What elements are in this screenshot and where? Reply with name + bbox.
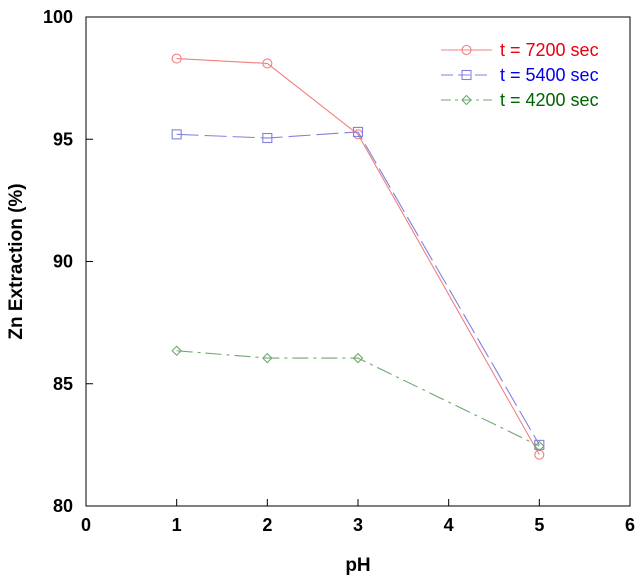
data-point-marker: [262, 132, 273, 144]
legend-label: t = 7200 sec: [500, 40, 599, 60]
data-point-marker: [171, 53, 182, 64]
y-tick-label: 90: [53, 252, 73, 272]
series-layer: [171, 53, 545, 460]
data-point-marker: [352, 352, 364, 364]
x-tick-label: 5: [534, 515, 544, 535]
series-1: [171, 53, 545, 460]
y-tick-label: 100: [43, 7, 73, 27]
x-tick-label: 2: [262, 515, 272, 535]
series-2: [171, 126, 545, 450]
data-point-marker: [262, 352, 273, 364]
x-axis-title: pH: [345, 555, 370, 576]
legend-marker: [461, 94, 472, 106]
x-axis: 0 1 2 3 4 5 6: [81, 499, 635, 535]
y-axis: 80 85 90 95 100: [43, 7, 93, 516]
y-tick-label: 80: [53, 496, 73, 516]
series-3: [171, 345, 545, 452]
data-point-marker: [534, 439, 545, 450]
series-line: [176, 58, 540, 455]
legend-label: t = 5400 sec: [500, 65, 599, 85]
legend-marker: [461, 69, 472, 81]
data-point-marker: [352, 126, 364, 137]
legend-label: t = 4200 sec: [500, 90, 599, 110]
series-line: [176, 350, 540, 447]
legend: t = 7200 sec t = 5400 sec t = 4200 sec: [441, 40, 599, 110]
series-line: [176, 131, 540, 446]
x-tick-label: 4: [444, 515, 454, 535]
data-point-marker: [171, 129, 182, 140]
y-tick-label: 85: [53, 374, 73, 394]
x-tick-label: 1: [172, 515, 182, 535]
data-point-marker: [534, 440, 545, 452]
y-axis-title: Zn Extraction (%): [6, 183, 27, 339]
x-tick-label: 6: [625, 515, 635, 535]
x-tick-label: 0: [81, 515, 91, 535]
x-tick-label: 3: [353, 515, 363, 535]
y-tick-label: 95: [53, 129, 73, 149]
legend-marker: [461, 44, 472, 56]
data-point-marker: [262, 58, 273, 69]
data-point-marker: [171, 345, 182, 357]
